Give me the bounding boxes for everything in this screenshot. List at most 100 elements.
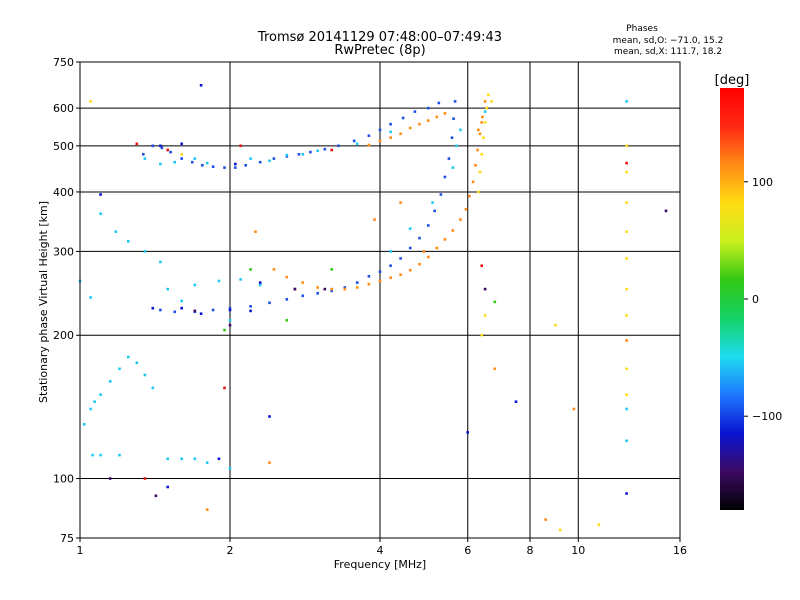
data-point	[477, 128, 480, 132]
data-point	[159, 144, 162, 148]
data-point	[389, 250, 392, 253]
data-point	[217, 457, 221, 461]
data-point	[173, 310, 177, 314]
data-point	[114, 230, 118, 233]
data-point	[493, 367, 497, 371]
data-point	[316, 286, 319, 289]
data-point	[205, 161, 209, 165]
data-point	[625, 367, 628, 371]
data-point	[205, 508, 209, 511]
data-point	[474, 164, 477, 167]
data-point	[258, 281, 262, 284]
data-point	[159, 308, 162, 312]
data-point	[664, 209, 668, 213]
data-point	[435, 246, 439, 250]
data-point	[89, 296, 92, 299]
x-tick-label: 1	[77, 544, 84, 557]
data-point	[234, 162, 237, 166]
data-point	[625, 170, 628, 174]
grid-lines	[80, 62, 680, 538]
data-point	[268, 415, 271, 418]
data-point	[223, 328, 226, 332]
data-point	[143, 373, 147, 377]
data-point	[625, 287, 628, 291]
y-tick-label: 750	[53, 56, 74, 69]
data-point	[239, 278, 242, 281]
data-point	[427, 255, 430, 259]
y-tick-label: 300	[53, 245, 74, 258]
data-point	[180, 306, 183, 310]
data-point	[459, 128, 462, 132]
colorbar-ticks: 100 0 −100	[744, 176, 782, 423]
data-point	[169, 150, 172, 154]
data-point	[625, 257, 628, 260]
colorbar-tick-label: 100	[752, 176, 773, 189]
data-point	[228, 308, 232, 312]
data-point	[625, 161, 628, 165]
data-point	[151, 144, 155, 148]
data-point	[293, 287, 297, 291]
data-point	[408, 227, 412, 230]
data-point	[399, 201, 402, 204]
data-point	[142, 153, 145, 156]
data-point	[343, 287, 347, 291]
data-point	[268, 159, 271, 163]
data-point	[490, 100, 493, 103]
data-point	[478, 170, 482, 174]
data-point	[143, 250, 147, 253]
data-point	[180, 457, 183, 461]
data-point	[223, 386, 226, 390]
data-point	[572, 407, 576, 411]
phase-colorbar	[720, 88, 744, 510]
data-point	[389, 264, 392, 267]
data-point	[480, 333, 483, 337]
data-point	[228, 306, 232, 310]
data-point	[180, 299, 183, 303]
data-point	[89, 100, 92, 103]
data-point	[367, 275, 371, 278]
data-point	[355, 142, 359, 146]
y-tick-label: 200	[53, 329, 74, 342]
data-point	[166, 287, 169, 291]
data-point	[459, 218, 462, 221]
x-tick-label: 6	[464, 544, 471, 557]
x-tick-label: 2	[227, 544, 234, 557]
data-point	[211, 308, 215, 312]
data-point	[173, 160, 177, 164]
data-point	[211, 165, 215, 168]
data-point	[337, 144, 340, 148]
data-point	[378, 139, 382, 143]
data-point	[268, 461, 271, 464]
colorbar-tick-label: −100	[752, 410, 782, 423]
data-point	[205, 461, 209, 464]
data-point	[127, 355, 130, 359]
data-point	[453, 100, 457, 103]
data-point	[330, 289, 333, 293]
data-point	[89, 407, 92, 411]
data-point	[367, 143, 371, 147]
data-point	[254, 230, 257, 233]
data-point	[468, 194, 471, 198]
data-point	[99, 193, 102, 196]
data-point	[452, 117, 455, 120]
data-point	[301, 153, 305, 156]
data-points	[78, 84, 668, 532]
data-point	[239, 144, 242, 148]
data-point	[514, 400, 518, 403]
data-point	[597, 523, 601, 526]
data-point	[399, 132, 402, 136]
data-point	[471, 180, 475, 184]
data-point	[476, 148, 479, 152]
data-point	[193, 457, 197, 461]
data-point	[217, 279, 221, 283]
data-point	[480, 264, 483, 267]
data-point	[399, 273, 402, 276]
data-point	[480, 153, 483, 156]
data-point	[249, 309, 252, 313]
data-point	[437, 101, 441, 105]
data-point	[427, 119, 430, 122]
data-point	[464, 207, 468, 211]
data-point	[199, 84, 203, 87]
data-point	[285, 275, 289, 279]
data-point	[166, 457, 169, 461]
